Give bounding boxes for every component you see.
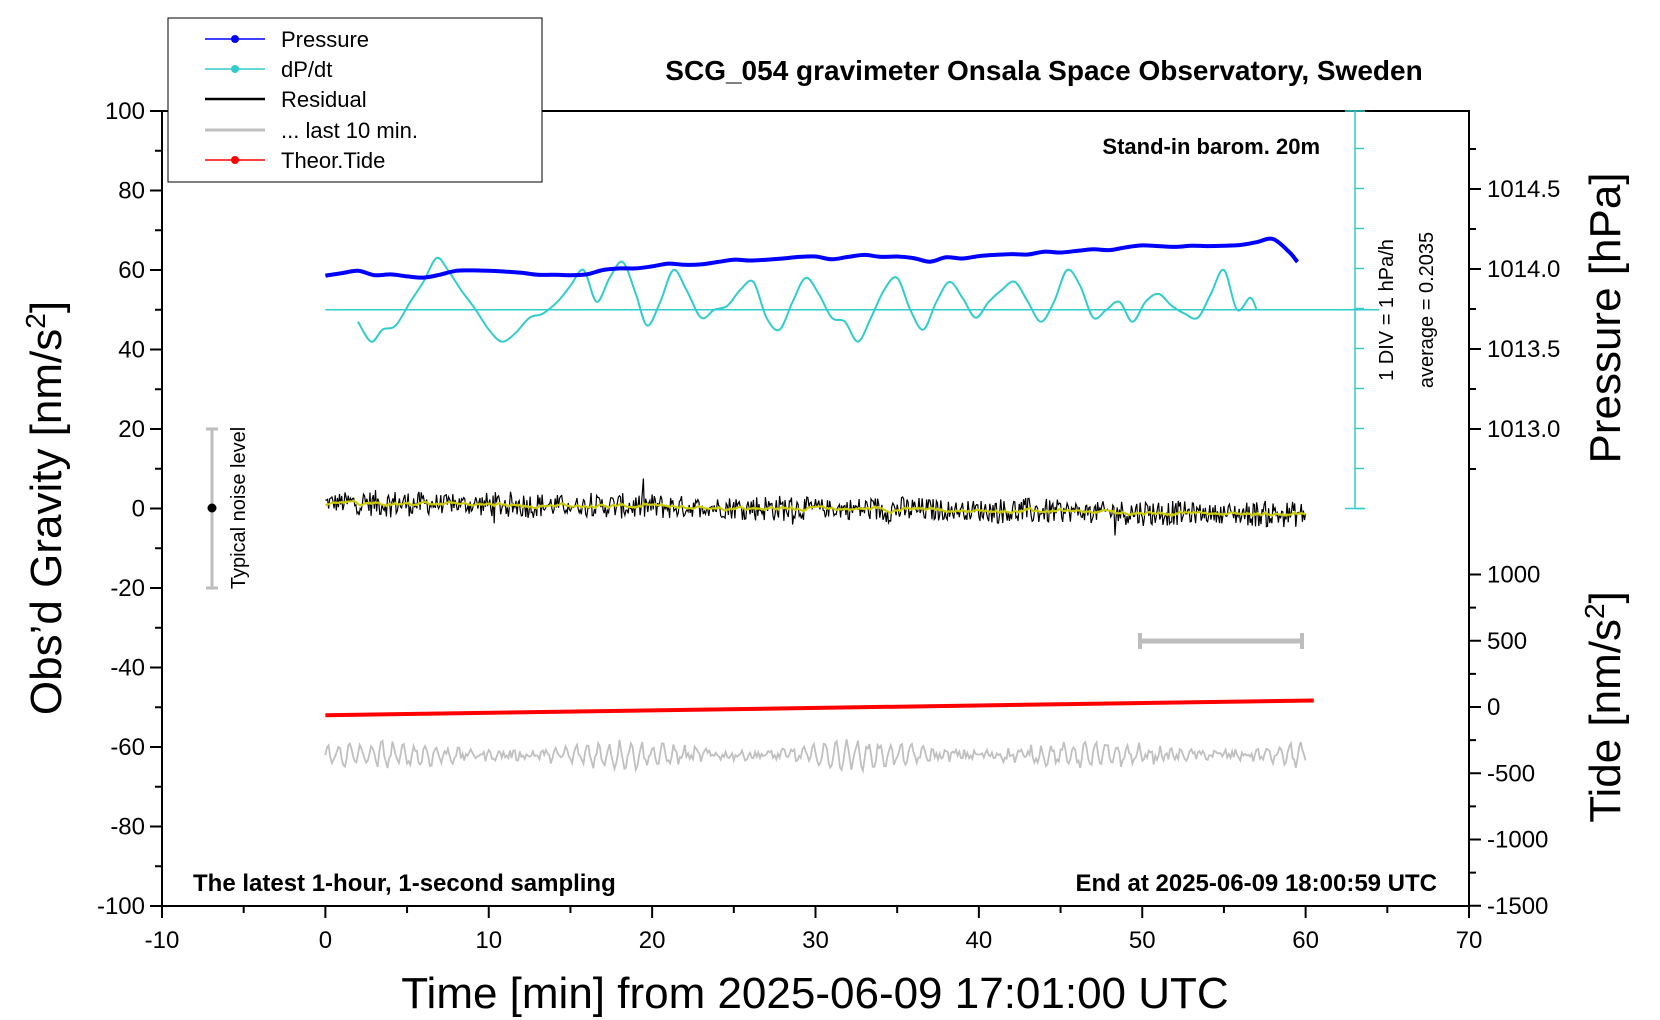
x-tick-label: 20	[639, 927, 666, 954]
pressure-axis-label: Pressure [hPa]	[1581, 172, 1630, 463]
pressure-axis-ticks: 1014.5 1014.0 1013.5 1013.0	[1469, 148, 1560, 470]
dpdt-series	[357, 256, 1258, 343]
x-tick-label: -10	[145, 927, 180, 954]
legend-item-residual: Residual	[205, 87, 367, 112]
tide-axis-label: Tide [nm/s2]	[1579, 591, 1630, 823]
tide-tick-label: 500	[1487, 628, 1527, 655]
x-tick-label: 50	[1129, 927, 1156, 954]
tide-tick-label: -1000	[1487, 827, 1548, 854]
pressure-tick-label: 1014.5	[1487, 176, 1560, 203]
barometer-note: Stand-in barom. 20m	[1102, 134, 1320, 159]
legend-item-last10: ... last 10 min.	[205, 118, 418, 143]
x-tick-label: 30	[802, 927, 829, 954]
tide-tick-label: 1000	[1487, 562, 1540, 589]
pressure-tick-label: 1013.0	[1487, 416, 1560, 443]
tide-line	[325, 698, 1314, 718]
legend-label-last10: ... last 10 min.	[281, 118, 418, 143]
y-axis-label: Obs’d Gravity [nm/s2]	[20, 301, 71, 715]
y-tick-label: 60	[118, 257, 145, 284]
x-axis-ticks: -10 0 10 20 30 40 50 60 70	[145, 906, 1483, 954]
legend-label-residual: Residual	[281, 87, 367, 112]
y-axis-label-end: ]	[22, 301, 71, 313]
y-tick-label: 100	[105, 98, 145, 125]
pressure-series	[325, 236, 1300, 280]
tide-tick-label: 0	[1487, 694, 1500, 721]
legend-item-pressure: Pressure	[205, 27, 369, 52]
pressure-tick-label: 1013.5	[1487, 336, 1560, 363]
residual-smooth-line	[324, 499, 1306, 518]
ten-minute-bar	[1138, 633, 1304, 649]
average-note: average = 0.2035	[1416, 232, 1438, 388]
y-axis-label-sup: 2	[20, 313, 51, 329]
legend-item-dpdt: dP/dt	[205, 57, 332, 82]
last-10-min-series	[324, 739, 1307, 775]
legend-label-tide: Theor.Tide	[281, 148, 385, 173]
y-tick-label: -60	[110, 734, 145, 761]
y-tick-label: -80	[110, 814, 145, 841]
y-tick-label: 20	[118, 416, 145, 443]
noise-level-label: Typical noise level	[228, 427, 250, 589]
x-tick-label: 70	[1456, 927, 1483, 954]
y-tick-label: 0	[132, 496, 145, 523]
x-axis-label: Time [min] from 2025-06-09 17:01:00 UTC	[401, 969, 1228, 1018]
y-axis-label-main: Obs’d Gravity [nm/s	[22, 329, 71, 715]
dpdt-line	[357, 256, 1258, 343]
tide-axis-ticks: 1000 500 0 -500 -1000 -1500	[1469, 562, 1548, 920]
chart-title: SCG_054 gravimeter Onsala Space Observat…	[665, 55, 1422, 86]
noise-level-indicator	[206, 427, 218, 590]
x-tick-label: 60	[1292, 927, 1319, 954]
legend-label-pressure: Pressure	[281, 27, 369, 52]
tide-axis-label-sup: 2	[1579, 603, 1610, 619]
tide-axis-label-end: ]	[1581, 591, 1630, 603]
bottom-left-note: The latest 1-hour, 1-second sampling	[193, 870, 616, 897]
legend-label-dpdt: dP/dt	[281, 57, 332, 82]
tide-tick-label: -1500	[1487, 893, 1548, 920]
y-tick-label: -100	[97, 893, 145, 920]
y-tick-label: -40	[110, 655, 145, 682]
legend: Pressure dP/dt Residual ... last 10 min.…	[167, 17, 543, 183]
tide-axis-label-main: Tide [nm/s	[1581, 619, 1630, 823]
x-tick-label: 0	[319, 927, 332, 954]
y-tick-label: -20	[110, 575, 145, 602]
div-note: 1 DIV = 1 hPa/h	[1376, 239, 1398, 381]
bottom-right-note: End at 2025-06-09 18:00:59 UTC	[1076, 870, 1438, 897]
pressure-tick-label: 1014.0	[1487, 256, 1560, 283]
tide-tick-label: -500	[1487, 760, 1535, 787]
last-10-min-line	[324, 739, 1307, 775]
theoretical-tide-series	[325, 698, 1314, 718]
y-axis-ticks: 100 80 60 40 20 0 -20 -40 -60 -80 -100	[97, 98, 162, 920]
pressure-line	[325, 236, 1300, 280]
residual-series	[324, 478, 1307, 536]
x-tick-label: 40	[966, 927, 993, 954]
y-tick-label: 80	[118, 178, 145, 205]
legend-item-tide: Theor.Tide	[205, 148, 385, 173]
x-tick-label: 10	[475, 927, 502, 954]
y-tick-label: 40	[118, 337, 145, 364]
